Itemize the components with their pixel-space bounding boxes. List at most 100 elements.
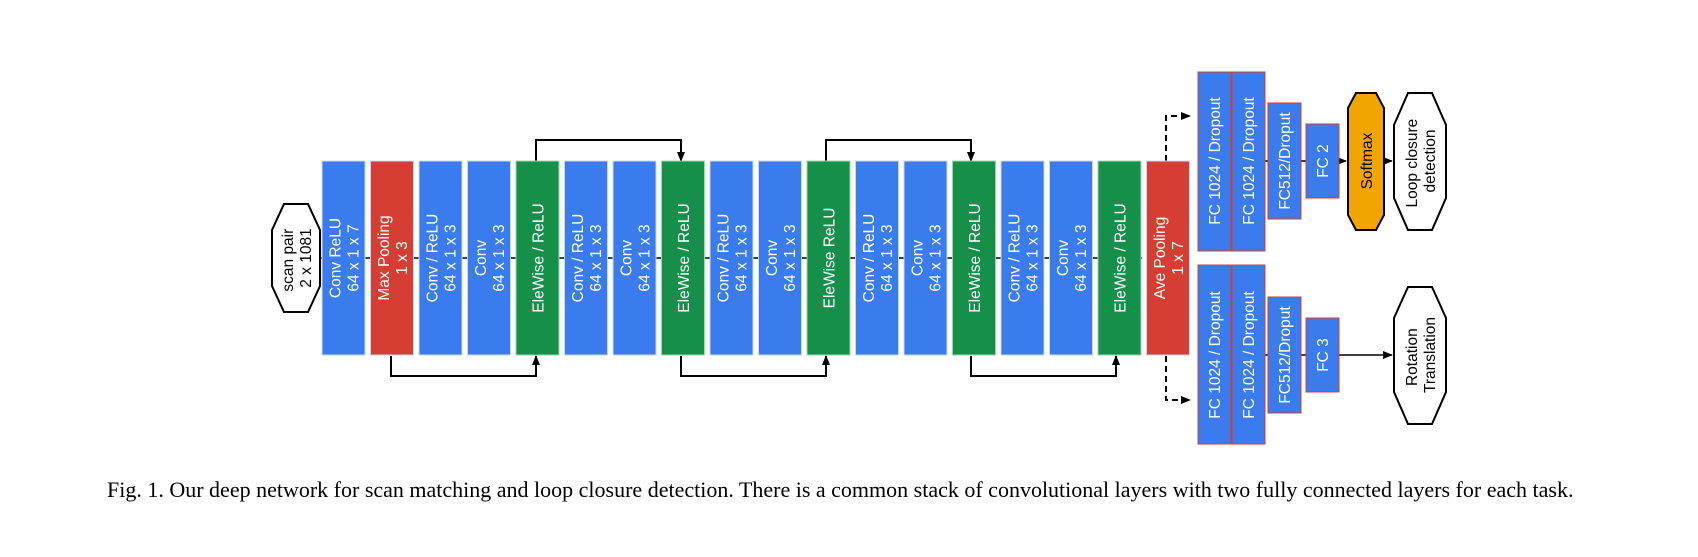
skip-connection-5 xyxy=(970,355,1120,377)
fc-layer-top-1-label: FC 1024 / Dropout xyxy=(1207,97,1224,225)
rotation-translation-line-1: Rotation xyxy=(1404,328,1421,386)
layer-16-line-2: 64 x 1 x 3 xyxy=(1073,224,1090,291)
fc-layer-top-2-label: FC 1024 / Dropout xyxy=(1241,97,1258,225)
layer-9-line-2: 64 x 1 x 3 xyxy=(734,224,751,291)
layer-14-eltwise: EleWise / ReLU xyxy=(952,160,996,356)
layer-5-line-1: EleWise / ReLU xyxy=(531,203,548,312)
layer-18-line-1: Ave Pooling xyxy=(1152,217,1169,299)
layer-10-line-2: 64 x 1 x 3 xyxy=(782,224,799,291)
layer-12-line-1: Conv / ReLU xyxy=(861,214,878,303)
layer-7-line-2: 64 x 1 x 3 xyxy=(637,224,654,291)
layer-13-line-1: Conv xyxy=(910,240,927,276)
loop-closure-line-1: Loop closure xyxy=(1404,119,1421,208)
fc-layer-bottom-3-label: FC512/Droput xyxy=(1277,306,1294,404)
input-node: scan pair 2 x 1081 xyxy=(271,203,321,313)
layer-6-line-2: 64 x 1 x 3 xyxy=(588,224,605,291)
layer-6-conv: Conv / ReLU64 x 1 x 3 xyxy=(564,160,608,356)
layer-15-line-1: Conv / ReLU xyxy=(1007,214,1024,303)
layer-18-pool: Ave Pooling1 x 7 xyxy=(1146,160,1190,356)
svg-text:Loop closure detection: Loop closure detection xyxy=(1404,114,1439,207)
layer-16-line-1: Conv xyxy=(1055,240,1072,276)
branch-connector-top xyxy=(1165,112,1191,161)
layer-6-line-1: Conv / ReLU xyxy=(570,214,587,303)
layer-6-label: Conv / ReLU64 x 1 x 3 xyxy=(570,214,605,303)
fc-layer-bottom-3: FC512/Droput xyxy=(1267,296,1302,414)
layer-1-line-2: 64 x 1 x 7 xyxy=(346,224,363,291)
layer-13-conv: Conv64 x 1 x 3 xyxy=(903,160,948,356)
layer-17-label: EleWise / ReLU xyxy=(1113,203,1130,312)
layer-13-line-2: 64 x 1 x 3 xyxy=(928,224,945,291)
layer-8-eltwise: EleWise / ReLU xyxy=(661,160,705,356)
layer-7-conv: Conv64 x 1 x 3 xyxy=(612,160,657,356)
layer-10-conv: Conv64 x 1 x 3 xyxy=(758,160,802,356)
skip-connection-1 xyxy=(390,355,540,377)
layer-3-line-2: 64 x 1 x 3 xyxy=(443,224,460,291)
layer-2-line-2: 1 x 3 xyxy=(394,241,411,275)
layer-15-label: Conv / ReLU64 x 1 x 3 xyxy=(1007,214,1042,303)
fc-layer-bottom-1-label: FC 1024 / Dropout xyxy=(1207,291,1224,419)
network-diagram: scan pair 2 x 1081 Conv ReLU64 x 1 x 7 Ma… xyxy=(271,71,1447,445)
layer-12-conv: Conv / ReLU64 x 1 x 3 xyxy=(855,160,899,356)
fc-layer-top-4-label: FC 2 xyxy=(1315,144,1332,178)
softmax-node: Softmax xyxy=(1347,92,1385,231)
layer-12-label: Conv / ReLU64 x 1 x 3 xyxy=(861,214,896,303)
fc-layer-top-2: FC 1024 / Dropout xyxy=(1231,71,1266,252)
layer-4-line-2: 64 x 1 x 3 xyxy=(491,224,508,291)
figure-caption: Fig. 1. Our deep network for scan matchi… xyxy=(107,477,1574,502)
layer-12-line-2: 64 x 1 x 3 xyxy=(879,224,896,291)
layer-3-conv: Conv / ReLU64 x 1 x 3 xyxy=(418,160,463,356)
layer-8-label: EleWise / ReLU xyxy=(676,203,693,312)
layer-4-label: Conv64 x 1 x 3 xyxy=(473,224,508,291)
layer-1-line-1: Conv ReLU xyxy=(328,218,345,298)
layer-1-label: Conv ReLU64 x 1 x 7 xyxy=(328,218,363,298)
layer-11-eltwise: EleWise ReLU xyxy=(806,160,851,356)
layer-8-line-1: EleWise / ReLU xyxy=(676,203,693,312)
layer-16-label: Conv64 x 1 x 3 xyxy=(1055,224,1090,291)
layer-15-line-2: 64 x 1 x 3 xyxy=(1025,224,1042,291)
layer-16-conv: Conv64 x 1 x 3 xyxy=(1049,160,1093,356)
layer-9-line-1: Conv / ReLU xyxy=(716,214,733,303)
rotation-translation-output: Rotation Translation xyxy=(1393,286,1447,425)
layer-2-label: Max Pooling1 x 3 xyxy=(376,215,411,300)
layer-18-line-2: 1 x 7 xyxy=(1170,241,1187,275)
fc-layer-top-3-label: FC512/Droput xyxy=(1277,112,1294,210)
layer-11-line-1: EleWise ReLU xyxy=(822,208,839,309)
layer-4-line-1: Conv xyxy=(473,240,490,276)
layer-5-eltwise: EleWise / ReLU xyxy=(515,160,560,356)
softmax-label: Softmax xyxy=(1359,132,1376,189)
layer-2-line-1: Max Pooling xyxy=(376,215,393,300)
layer-15-conv: Conv / ReLU64 x 1 x 3 xyxy=(1000,160,1045,356)
svg-text:scan pair 2 x 1081: scan pair 2 x 1081 xyxy=(280,224,315,291)
skip-connection-2 xyxy=(535,139,685,162)
loop-closure-output: Loop closure detection xyxy=(1393,92,1447,231)
layer-4-conv: Conv64 x 1 x 3 xyxy=(467,160,511,356)
layer-10-label: Conv64 x 1 x 3 xyxy=(764,224,799,291)
layer-14-label: EleWise / ReLU xyxy=(967,203,984,312)
fc-layer-top-4: FC 2 xyxy=(1305,123,1340,199)
fc-layer-bottom-2-label: FC 1024 / Dropout xyxy=(1241,291,1258,419)
layer-9-conv: Conv / ReLU64 x 1 x 3 xyxy=(709,160,754,356)
layer-13-label: Conv64 x 1 x 3 xyxy=(910,224,945,291)
layer-17-eltwise: EleWise / ReLU xyxy=(1097,160,1142,356)
layer-9-label: Conv / ReLU64 x 1 x 3 xyxy=(716,214,751,303)
layer-2-pool: Max Pooling1 x 3 xyxy=(370,160,414,356)
layer-17-line-1: EleWise / ReLU xyxy=(1113,203,1130,312)
layer-7-line-1: Conv xyxy=(619,240,636,276)
skip-connections xyxy=(390,139,1120,377)
layer-11-label: EleWise ReLU xyxy=(822,208,839,309)
conv-layer-stack: Conv ReLU64 x 1 x 7 Max Pooling1 x 3 Conv … xyxy=(321,160,1190,356)
fc-layer-bottom-4: FC 3 xyxy=(1305,317,1340,393)
layer-5-label: EleWise / ReLU xyxy=(531,203,548,312)
branch-connectors xyxy=(1165,112,1191,404)
layer-18-label: Ave Pooling1 x 7 xyxy=(1152,217,1187,299)
layer-3-label: Conv / ReLU64 x 1 x 3 xyxy=(425,214,460,303)
fc-layer-bottom-4-label: FC 3 xyxy=(1315,338,1332,372)
layer-7-label: Conv64 x 1 x 3 xyxy=(619,224,654,291)
svg-text:Rotation Translation: Rotation Translation xyxy=(1404,317,1439,393)
layer-3-line-1: Conv / ReLU xyxy=(425,214,442,303)
layer-10-line-1: Conv xyxy=(764,240,781,276)
fc-layer-top-1: FC 1024 / Dropout xyxy=(1197,71,1232,252)
fc-layer-bottom-2: FC 1024 / Dropout xyxy=(1231,264,1266,445)
input-line-2: 2 x 1081 xyxy=(298,228,315,287)
fc-layer-bottom-1: FC 1024 / Dropout xyxy=(1197,264,1232,445)
